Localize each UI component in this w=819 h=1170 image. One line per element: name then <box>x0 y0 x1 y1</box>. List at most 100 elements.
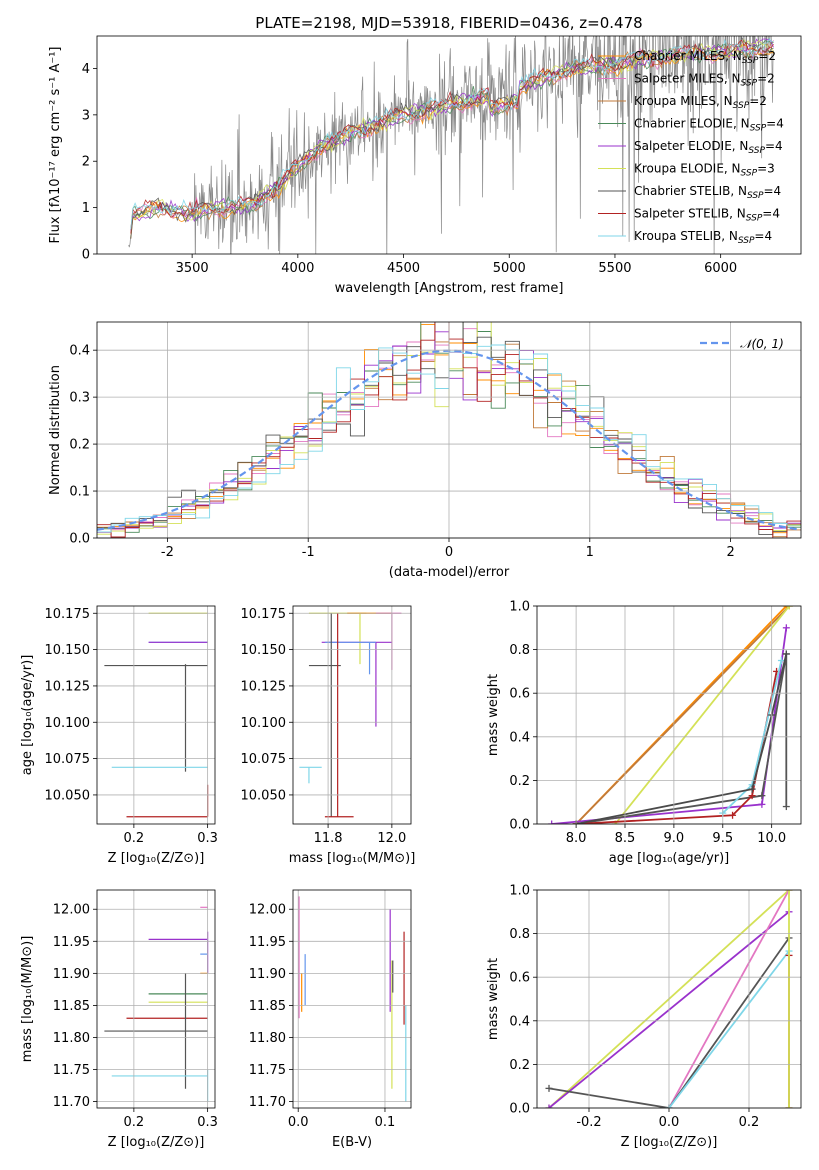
y-tick-label: 0.8 <box>509 927 530 942</box>
y-tick-label: 0.0 <box>69 532 90 547</box>
y-tick-label: 11.75 <box>53 1063 90 1078</box>
mass-weight-line <box>668 890 790 1108</box>
legend-name: Chabrier MILES, N <box>634 49 742 63</box>
y-tick-label: 0.6 <box>509 971 530 986</box>
figure-title: PLATE=2198, MJD=53918, FIBERID=0436, z=0… <box>255 14 642 32</box>
x-tick-label: -2 <box>161 545 174 560</box>
y-tick-label: 1.0 <box>509 600 530 615</box>
legend-subscript: SSP <box>738 236 755 246</box>
legend-suffix: =4 <box>766 117 784 131</box>
legend-entry: Kroupa MILES, NSSP=2 <box>634 94 767 111</box>
axes-frame <box>96 35 802 255</box>
x-tick-label: 10.0 <box>757 831 786 846</box>
y-tick-label: 0.2 <box>509 1058 530 1073</box>
axes-frame <box>536 605 802 825</box>
x-tick-label: 0.3 <box>197 831 218 846</box>
x-tick-label: 12.0 <box>377 831 406 846</box>
x-tick-label: 0 <box>445 545 453 560</box>
panel-mass-vs-Z: 0.2 0.3 11.70 11.75 11.80 11.85 11.90 11.95 12.0… <box>20 889 218 1150</box>
y-tick-label: 10.050 <box>45 788 91 803</box>
y-tick-label: 11.90 <box>53 967 90 982</box>
x-tick-label: 1 <box>586 545 594 560</box>
legend-suffix: =2 <box>757 72 775 86</box>
axes-frame <box>96 321 802 539</box>
x-tick-label: 0.2 <box>124 1115 145 1130</box>
data-spectrum-line <box>128 36 774 254</box>
y-tick-label: 11.90 <box>249 967 286 982</box>
x-tick-label: 0.0 <box>659 1115 680 1130</box>
x-tick-label: 8.5 <box>615 831 636 846</box>
y-tick-label: 0.4 <box>509 1014 530 1029</box>
x-tick-label: 9.0 <box>664 831 685 846</box>
legend-subscript: SSP <box>750 124 767 134</box>
y-tick-label: 11.85 <box>249 999 286 1014</box>
legend-entry: Chabrier STELIB, NSSP=4 <box>634 184 781 201</box>
y-tick-label: 0.2 <box>69 438 90 453</box>
model-spectrum-line <box>130 39 774 234</box>
x-tick-label: 5000 <box>493 261 526 276</box>
y-tick-label: 10.075 <box>241 752 287 767</box>
errorbar-point <box>126 784 209 818</box>
legend-name: Kroupa STELIB, N <box>634 229 738 243</box>
legend-subscript: SSP <box>741 169 758 179</box>
panel-mass-weight-vs-age: 8.0 8.5 9.0 9.5 10.0 0.0 0.2 0.4 0.6 0.8 1.0 age [l… <box>486 600 802 866</box>
y-tick-label: 1 <box>82 201 90 216</box>
mass-weight-line <box>551 627 788 824</box>
mass-weight-line <box>668 950 790 1108</box>
legend-suffix: =4 <box>762 207 780 221</box>
mass-weight-line <box>575 653 788 824</box>
y-tick-label: 4 <box>82 62 90 77</box>
x-tick-label: 6000 <box>704 261 737 276</box>
y-tick-label: 11.85 <box>53 999 90 1014</box>
legend-name: Salpeter MILES, N <box>634 72 741 86</box>
mass-weight-line <box>575 606 790 824</box>
y-tick-label: 0.4 <box>509 730 530 745</box>
errorbar-point <box>111 1069 209 1102</box>
y-tick-label: 12.00 <box>53 903 90 918</box>
x-tick-label: -0.2 <box>576 1115 601 1130</box>
y-tick-label: 10.150 <box>241 643 287 658</box>
y-tick-label: 0.0 <box>509 818 530 833</box>
model-spectrum-line <box>130 36 774 239</box>
y-tick-label: 0.3 <box>69 391 90 406</box>
x-tick-label: 8.0 <box>566 831 587 846</box>
legend-suffix: =2 <box>758 49 776 63</box>
legend-entry: Salpeter MILES, NSSP=2 <box>634 72 775 89</box>
axes-frame <box>292 605 412 825</box>
legend-subscript: SSP <box>746 214 763 224</box>
legend-name: Salpeter STELIB, N <box>634 207 746 221</box>
y-tick-label: 10.100 <box>45 716 91 731</box>
plot-area <box>298 896 407 1102</box>
y-tick-label: 10.050 <box>241 788 287 803</box>
axes-frame <box>536 889 802 1109</box>
y-axis-label: mass [log₁₀(M/M⊙)] <box>20 936 35 1063</box>
y-tick-label: 0.2 <box>509 774 530 789</box>
x-tick-label: 9.5 <box>712 831 733 846</box>
x-tick-label: 4500 <box>387 261 420 276</box>
legend-name: Salpeter ELODIE, N <box>634 139 748 153</box>
model-spectrum-line <box>130 37 774 230</box>
x-tick-label: 11.8 <box>314 831 343 846</box>
axes-frame <box>96 889 216 1109</box>
errorbar-point <box>308 613 341 817</box>
x-tick-label: -1 <box>302 545 315 560</box>
x-tick-label: 4000 <box>281 261 314 276</box>
y-tick-label: 10.075 <box>45 752 91 767</box>
errorbar-point <box>299 766 322 784</box>
y-tick-label: 2 <box>82 155 90 170</box>
x-axis-label: E(B-V) <box>332 1135 372 1150</box>
legend-subscript: SSP <box>742 56 759 66</box>
panel-age-vs-Z: 0.2 0.3 10.050 10.075 10.100 10.125 10.150 10.1… <box>20 605 218 866</box>
y-tick-label: 11.70 <box>249 1095 286 1110</box>
x-tick-label: 2 <box>726 545 734 560</box>
y-tick-label: 10.175 <box>241 607 287 622</box>
panel-mass-vs-EBV: 0.0 0.1 11.70 11.75 11.80 11.85 11.90 11.95 12.0… <box>249 889 412 1150</box>
x-tick-label: 0.0 <box>288 1115 309 1130</box>
x-axis-label: Z [log₁₀(Z/Z⊙)] <box>108 1135 205 1150</box>
legend-suffix: =2 <box>749 94 767 108</box>
x-axis-label: wavelength [Angstrom, rest frame] <box>335 281 564 296</box>
legend-entry: Salpeter ELODIE, NSSP=4 <box>634 139 783 156</box>
legend-subscript: SSP <box>741 79 758 89</box>
y-tick-label: 10.150 <box>45 643 91 658</box>
